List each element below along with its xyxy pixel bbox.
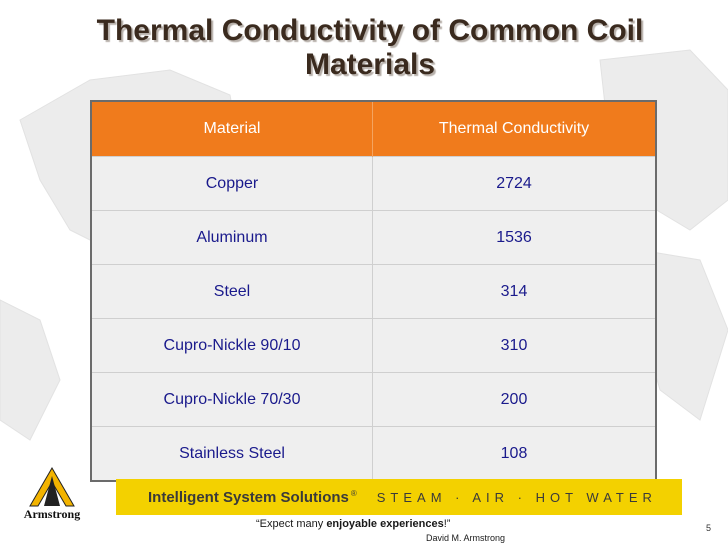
material-cell: Stainless Steel bbox=[92, 426, 373, 480]
footer-quote: “Expect many enjoyable experiences!” bbox=[256, 518, 450, 530]
armstrong-logo: Armstrong bbox=[24, 467, 80, 521]
header-material: Material bbox=[92, 102, 373, 157]
conductivity-cell: 1536 bbox=[372, 210, 655, 265]
quote-suffix: !” bbox=[443, 518, 451, 530]
solutions-banner: Intelligent System Solutions ® STEAM · A… bbox=[116, 479, 682, 515]
material-cell: Cupro-Nickle 90/10 bbox=[92, 318, 373, 373]
conductivity-cell: 314 bbox=[372, 264, 655, 319]
table-row: Steel 314 bbox=[92, 264, 655, 319]
conductivity-cell: 310 bbox=[372, 318, 655, 373]
material-cell: Steel bbox=[92, 264, 373, 319]
banner-left-text: Intelligent System Solutions bbox=[148, 488, 349, 506]
quote-emphasis: enjoyable experiences bbox=[326, 518, 444, 530]
page-number: 5 bbox=[706, 523, 712, 533]
page-title: Thermal Conductivity of Common Coil Mate… bbox=[96, 14, 644, 81]
conductivity-cell: 200 bbox=[372, 372, 655, 427]
table-row: Cupro-Nickle 70/30 200 bbox=[92, 372, 655, 427]
conductivity-table: Material Thermal Conductivity Copper 272… bbox=[90, 100, 657, 482]
conductivity-cell: 108 bbox=[372, 426, 655, 480]
header-thermal-conductivity: Thermal Conductivity bbox=[372, 102, 655, 157]
table-row: Stainless Steel 108 bbox=[92, 426, 655, 480]
table-header-row: Material Thermal Conductivity bbox=[92, 102, 655, 157]
quote-author: David M. Armstrong bbox=[426, 533, 506, 543]
table-row: Copper 2724 bbox=[92, 156, 655, 211]
material-cell: Cupro-Nickle 70/30 bbox=[92, 372, 373, 427]
material-cell: Copper bbox=[92, 156, 373, 211]
table-row: Cupro-Nickle 90/10 310 bbox=[92, 318, 655, 373]
quote-prefix: “Expect many bbox=[256, 518, 327, 530]
conductivity-cell: 2724 bbox=[372, 156, 655, 211]
logo-wordmark: Armstrong bbox=[24, 507, 80, 521]
material-cell: Aluminum bbox=[92, 210, 373, 265]
banner-reg-mark: ® bbox=[350, 488, 357, 498]
table-row: Aluminum 1536 bbox=[92, 210, 655, 265]
banner-right-text: STEAM · AIR · HOT WATER bbox=[376, 489, 657, 505]
